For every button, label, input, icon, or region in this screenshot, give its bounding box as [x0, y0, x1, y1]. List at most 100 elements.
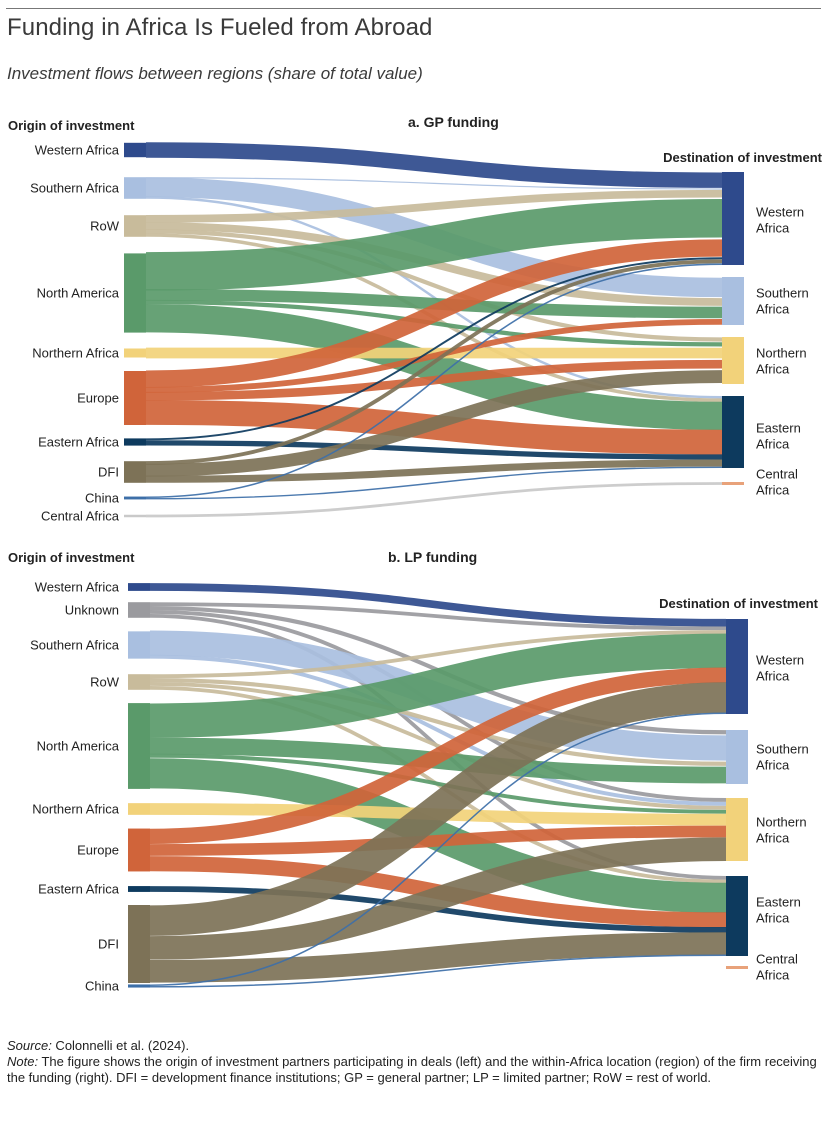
- origin-node-dfi: [128, 905, 150, 983]
- destination-node-southern-africa: [722, 277, 744, 325]
- flow-dfi-to-eastern-africa: [145, 459, 723, 483]
- destination-label-central-africa-line-1: Central: [756, 467, 798, 482]
- destination-label-northern-africa-line-2: Africa: [756, 362, 790, 377]
- destination-node-northern-africa: [726, 798, 748, 861]
- origin-label-dfi: DFI: [98, 465, 119, 480]
- flow-western-africa-to-western-africa: [149, 583, 727, 627]
- origin-node-eastern-africa: [128, 886, 150, 892]
- origin-node-china: [124, 496, 146, 500]
- destination-node-northern-africa: [722, 337, 744, 384]
- origin-label-dfi: DFI: [98, 937, 119, 952]
- origin-label-eastern-africa: Eastern Africa: [38, 435, 120, 450]
- destination-label-eastern-africa-line-1: Eastern: [756, 421, 801, 436]
- note-line: Note: The figure shows the origin of inv…: [7, 1054, 827, 1086]
- origin-node-north-america: [128, 703, 150, 789]
- destination-label-central-africa-line-2: Africa: [756, 968, 790, 983]
- origin-node-central-africa: [124, 514, 146, 518]
- figure-subtitle: Investment flows between regions (share …: [7, 64, 423, 83]
- flow-dfi-to-western-africa: [149, 682, 727, 936]
- origin-label-row: RoW: [90, 219, 120, 234]
- origin-node-eastern-africa: [124, 438, 146, 446]
- source-label: Source:: [7, 1038, 52, 1053]
- destination-label-eastern-africa-line-2: Africa: [756, 437, 790, 452]
- flow-europe-to-western-africa: [145, 239, 723, 388]
- flow-dfi-to-western-africa: [145, 259, 723, 465]
- flow-southern-africa-to-northern-africa: [149, 654, 727, 806]
- destination-label-southern-africa-line-1: Southern: [756, 742, 809, 757]
- origin-label-western-africa: Western Africa: [35, 580, 120, 595]
- destination-node-central-africa: [722, 482, 744, 485]
- origin-label-northern-africa: Northern Africa: [32, 346, 119, 361]
- lp-funding-sankey: Origin of investment b. LP funding Destina…: [8, 549, 819, 994]
- flow-row-to-northern-africa: [145, 229, 723, 342]
- origin-label-china: China: [85, 491, 120, 506]
- destination-node-western-africa: [726, 619, 748, 714]
- destination-label-central-africa-line-1: Central: [756, 952, 798, 967]
- destination-node-eastern-africa: [726, 876, 748, 956]
- origin-label-eastern-africa: Eastern Africa: [38, 882, 120, 897]
- origin-node-row: [128, 674, 150, 690]
- gp-funding-sankey: Origin of investment a. GP funding Destina…: [8, 114, 823, 524]
- source-line: Source: Colonnelli et al. (2024).: [7, 1038, 827, 1054]
- origin-node-northern-africa: [128, 803, 150, 815]
- destination-label-eastern-africa-line-1: Eastern: [756, 895, 801, 910]
- flow-china-to-eastern-africa: [145, 466, 723, 500]
- flow-dfi-to-northern-africa: [145, 370, 723, 477]
- flow-central-africa-to-central-africa: [145, 482, 723, 518]
- destination-header: Destination of investment: [659, 596, 819, 611]
- flow-dfi-to-eastern-africa: [149, 932, 727, 983]
- panel-title: b. LP funding: [388, 549, 477, 565]
- origin-header: Origin of investment: [8, 118, 135, 133]
- origin-node-northern-africa: [124, 348, 146, 358]
- flow-china-to-western-africa: [149, 712, 727, 986]
- flow-row-to-southern-africa: [149, 677, 727, 766]
- origin-label-central-africa: Central Africa: [41, 509, 120, 524]
- origin-node-western-africa: [124, 142, 146, 158]
- destination-label-western-africa-line-2: Africa: [756, 221, 790, 236]
- origin-label-europe: Europe: [77, 391, 119, 406]
- note-label: Note:: [7, 1054, 39, 1069]
- flow-unknown-to-western-africa: [149, 602, 727, 631]
- flow-europe-to-western-africa: [149, 667, 727, 844]
- flow-southern-africa-to-western-africa: [145, 177, 723, 190]
- panel-title: a. GP funding: [408, 114, 499, 130]
- origin-label-southern-africa: Southern Africa: [30, 181, 120, 196]
- origin-label-southern-africa: Southern Africa: [30, 638, 120, 653]
- origin-label-north-america: North America: [37, 286, 120, 301]
- destination-node-western-africa: [722, 172, 744, 265]
- origin-label-northern-africa: Northern Africa: [32, 802, 119, 817]
- flow-europe-to-northern-africa: [149, 825, 727, 856]
- origin-label-china: China: [85, 979, 120, 994]
- destination-label-northern-africa-line-1: Northern: [756, 815, 807, 830]
- flow-row-to-northern-africa: [149, 681, 727, 810]
- flow-eastern-africa-to-eastern-africa: [145, 440, 723, 460]
- destination-label-southern-africa-line-2: Africa: [756, 758, 790, 773]
- origin-node-dfi: [124, 461, 146, 483]
- origin-label-unknown: Unknown: [65, 603, 119, 618]
- origin-header: Origin of investment: [8, 550, 135, 565]
- origin-node-row: [124, 215, 146, 237]
- figure-title: Funding in Africa Is Fueled from Abroad: [7, 14, 433, 41]
- destination-label-central-africa-line-2: Africa: [756, 483, 790, 498]
- destination-node-southern-africa: [726, 730, 748, 784]
- origin-node-western-africa: [128, 583, 150, 591]
- origin-label-western-africa: Western Africa: [35, 143, 120, 158]
- flow-north-america-to-western-africa: [149, 633, 727, 738]
- origin-node-north-america: [124, 253, 146, 333]
- flow-north-america-to-southern-africa: [145, 288, 723, 319]
- origin-node-southern-africa: [124, 177, 146, 199]
- origin-node-china: [128, 984, 150, 988]
- origin-node-unknown: [128, 602, 150, 618]
- figure-notes: Source: Colonnelli et al. (2024). Note: …: [7, 1038, 827, 1086]
- destination-header: Destination of investment: [663, 150, 823, 165]
- origin-node-europe: [124, 371, 146, 425]
- destination-label-western-africa-line-1: Western: [756, 205, 804, 220]
- flow-north-america-to-northern-africa: [149, 753, 727, 814]
- destination-label-northern-africa-line-1: Northern: [756, 346, 807, 361]
- destination-label-southern-africa-line-2: Africa: [756, 302, 790, 317]
- flow-north-america-to-northern-africa: [145, 299, 723, 347]
- flow-europe-to-southern-africa: [145, 318, 723, 393]
- destination-node-central-africa: [726, 966, 748, 969]
- origin-node-southern-africa: [128, 631, 150, 659]
- source-text: Colonnelli et al. (2024).: [51, 1038, 190, 1053]
